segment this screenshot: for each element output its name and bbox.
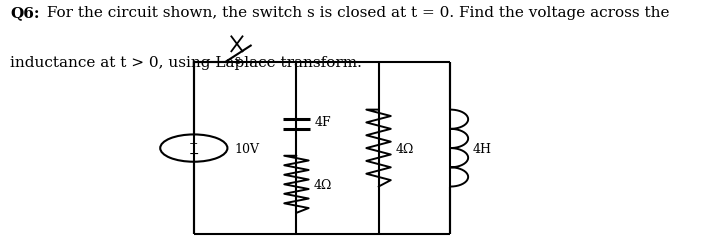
- Text: −: −: [189, 148, 199, 160]
- Text: 4F: 4F: [315, 116, 331, 128]
- Text: s: s: [234, 54, 240, 67]
- Text: +: +: [189, 138, 199, 148]
- Text: Q6:: Q6:: [10, 6, 40, 20]
- Text: 4Ω: 4Ω: [313, 178, 332, 191]
- Text: For the circuit shown, the switch s is closed at t = 0. Find the voltage across : For the circuit shown, the switch s is c…: [42, 6, 669, 20]
- Text: 4H: 4H: [473, 142, 492, 155]
- Text: 4Ω: 4Ω: [396, 142, 414, 155]
- Text: 10V: 10V: [235, 142, 260, 155]
- Text: inductance at t > 0, using Laplace transform.: inductance at t > 0, using Laplace trans…: [10, 56, 362, 70]
